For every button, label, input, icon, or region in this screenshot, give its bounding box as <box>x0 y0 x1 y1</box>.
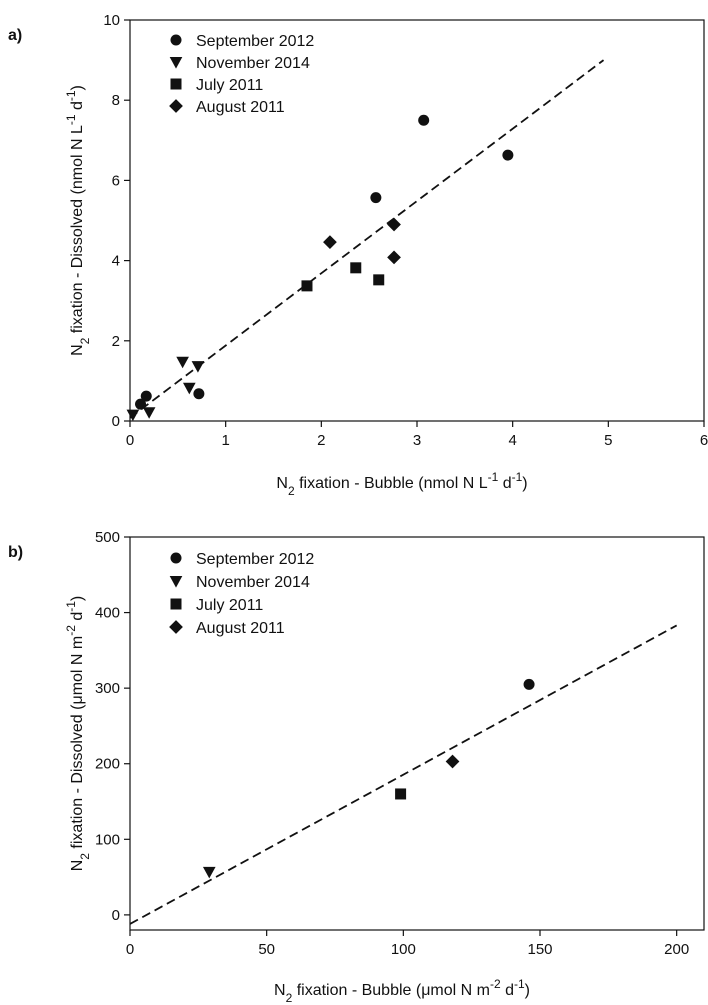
legend-label: August 2011 <box>196 620 285 637</box>
x-tick-label: 0 <box>126 941 134 958</box>
data-point-triangle-down <box>142 407 156 419</box>
y-tick-label: 0 <box>112 907 120 924</box>
x-axis-label: N2 fixation - Bubble (nmol N L-1 d-1) <box>276 470 527 498</box>
legend-marker-diamond <box>169 620 183 634</box>
regression-line <box>129 59 605 419</box>
data-point-diamond <box>445 754 460 769</box>
legend-marker-diamond <box>169 99 183 113</box>
y-axis-label: N2 fixation - Dissolved (nmol N L-1 d-1) <box>64 85 92 356</box>
x-tick-label: 3 <box>413 432 421 449</box>
legend: September 2012 November 2014 July 2011 Augu… <box>169 551 314 637</box>
legend-marker-circle <box>170 552 182 564</box>
x-tick-label: 50 <box>258 941 275 958</box>
x-tick-label: 5 <box>604 432 612 449</box>
legend-marker-circle <box>170 34 182 46</box>
y-tick-label: 6 <box>112 172 120 189</box>
legend-marker-square <box>170 598 182 610</box>
data-point-circle <box>418 114 430 126</box>
legend-label: July 2011 <box>196 597 263 614</box>
x-tick-label: 1 <box>221 432 229 449</box>
data-point-circle <box>502 149 514 161</box>
y-axis-label: N2 fixation - Dissolved (μmol N m-2 d-1) <box>64 596 92 872</box>
legend-label: July 2011 <box>196 77 263 94</box>
data-point-triangle-down <box>182 382 196 395</box>
panel-label: a) <box>8 27 22 44</box>
regression-line <box>129 624 678 925</box>
legend-marker-triangle-down <box>169 576 183 588</box>
x-tick-label: 4 <box>508 432 516 449</box>
y-tick-label: 300 <box>95 680 120 697</box>
legend-label: November 2014 <box>196 55 310 72</box>
x-tick-label: 100 <box>391 941 416 958</box>
x-tick-label: 2 <box>317 432 325 449</box>
y-tick-label: 500 <box>95 529 120 546</box>
data-point-square <box>301 280 313 292</box>
data-point-circle <box>140 390 152 402</box>
x-axis-label: N2 fixation - Bubble (μmol N m-2 d-1) <box>274 977 530 1005</box>
y-tick-label: 8 <box>112 92 120 109</box>
data-point-circle <box>135 398 147 410</box>
data-point-square <box>395 788 407 800</box>
y-tick-label: 10 <box>103 12 120 29</box>
legend: September 2012 November 2014 July 2011 Augu… <box>169 33 314 116</box>
y-tick-label: 200 <box>95 756 120 773</box>
data-point-triangle-down <box>202 866 216 879</box>
data-point-square <box>373 274 385 286</box>
data-point-circle <box>370 192 382 204</box>
data-point-triangle-down <box>191 361 205 373</box>
x-tick-label: 150 <box>527 941 552 958</box>
plot-frame <box>129 536 705 931</box>
data-point-diamond <box>387 217 401 232</box>
legend-marker-triangle-down <box>169 57 183 69</box>
data-point-triangle-down <box>176 356 189 369</box>
legend-label: November 2014 <box>196 574 310 591</box>
legend-marker-square <box>170 78 182 90</box>
y-tick-label: 400 <box>95 605 120 622</box>
panel-b: b) 0 50 100 150 200 0 100 200 300 400 500 N2 fixatio… <box>8 529 705 1005</box>
data-point-diamond <box>323 235 337 250</box>
data-point-diamond <box>387 250 401 265</box>
data-point-square <box>350 262 362 274</box>
y-tick-label: 100 <box>95 831 120 848</box>
y-tick-label: 2 <box>112 333 120 350</box>
data-point-triangle-down <box>126 409 140 422</box>
y-tick-label: 4 <box>112 253 120 270</box>
panel-a: a) 0 1 2 3 4 5 6 0 2 4 6 8 10 N2 fixation - Bubble (nm… <box>8 12 708 498</box>
legend-label: August 2011 <box>196 99 285 116</box>
x-tick-label: 200 <box>664 941 689 958</box>
panel-label: b) <box>8 544 23 561</box>
legend-label: September 2012 <box>196 33 314 50</box>
x-tick-label: 6 <box>700 432 708 449</box>
legend-label: September 2012 <box>196 551 314 568</box>
data-point-circle <box>193 388 205 400</box>
y-tick-label: 0 <box>112 413 120 430</box>
data-point-circle <box>523 678 535 690</box>
x-tick-label: 0 <box>126 432 134 449</box>
